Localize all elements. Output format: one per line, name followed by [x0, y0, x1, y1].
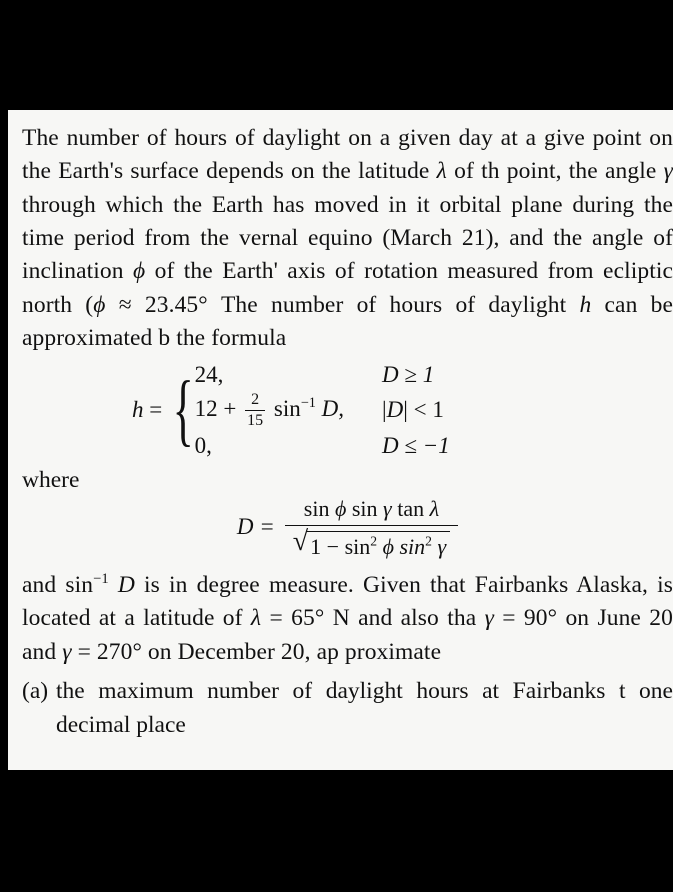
num-sin1: sin: [304, 496, 335, 521]
intro-seg2: of th point, the angle: [447, 158, 664, 184]
num-lambda: λ: [430, 496, 440, 521]
intro-paragraph: The number of hours of daylight on a giv…: [22, 122, 673, 356]
tail-f: = 270° on December 20, ap proximate: [72, 639, 442, 665]
h-var: h: [132, 397, 144, 422]
tail-sp: [109, 572, 118, 598]
equals-sign: =: [144, 397, 163, 422]
tail-lam: λ: [251, 605, 261, 631]
tail-paragraph: and sin−1 D is in degree measure. Given …: [22, 569, 673, 669]
intro-approx: ≈ 23.45°: [106, 292, 208, 318]
num-phi: ϕ: [335, 496, 346, 521]
frac-num: 2: [249, 392, 261, 410]
den-pre: 1 − sin: [310, 534, 370, 559]
formula-h-lhs: h =: [132, 397, 162, 423]
tail-d: = 65° N and also tha: [261, 605, 484, 631]
den-mid: ϕ sin: [377, 534, 425, 559]
num-sin2: sin: [346, 496, 383, 521]
tail-a: and sin: [22, 572, 93, 598]
piecewise-cases: 24, D ≥ 1 12 + 215 sin−1 D, |D||D| < 1 <…: [195, 362, 450, 459]
num-tan: tan: [392, 496, 430, 521]
case2-sin: sin: [268, 395, 301, 420]
D-fraction: sin ϕ sin γ tan λ √ 1 − sin2 ϕ sin2 γ: [285, 496, 458, 560]
den-exp2: 2: [425, 533, 432, 548]
frac-2-15: 215: [245, 392, 265, 429]
case2-pre: 12 +: [195, 395, 242, 420]
den-post: γ: [432, 534, 446, 559]
sym-h: h: [579, 292, 591, 318]
D-numerator: sin ϕ sin γ tan λ: [294, 496, 449, 525]
tail-gam2: γ: [62, 639, 71, 665]
page-panel: The number of hours of daylight on a giv…: [8, 110, 673, 770]
num-gamma: γ: [383, 496, 392, 521]
case3-expr: 0,: [195, 433, 344, 459]
part-a-text: the maximum number of daylight hours at …: [56, 675, 673, 742]
D-lhs: D =: [237, 514, 275, 540]
case2-cond: |D||D| < 1 < 1: [372, 397, 450, 423]
case2-D: D,: [316, 395, 344, 420]
sqrt-icon: √ 1 − sin2 ϕ sin2 γ: [293, 531, 450, 559]
case1-cond: D ≥ 1: [372, 362, 450, 388]
formula-D: D = sin ϕ sin γ tan λ √ 1 − sin2 ϕ sin2 …: [22, 496, 673, 560]
formula-h: h = { 24, D ≥ 1 12 + 215 sin−1 D, |D||D|…: [22, 362, 673, 459]
tail-D: D: [118, 572, 135, 598]
D-denominator: √ 1 − sin2 ϕ sin2 γ: [285, 525, 458, 559]
where-label: where: [22, 467, 673, 494]
sym-phi: ϕ: [133, 258, 145, 284]
tail-exp: −1: [93, 571, 109, 587]
case1-expr: 24,: [195, 362, 344, 388]
radicand: 1 − sin2 ϕ sin2 γ: [306, 531, 450, 559]
case2-exp: −1: [301, 395, 316, 411]
case3-cond: D ≤ −1: [372, 433, 450, 459]
frac-den: 15: [245, 410, 265, 429]
sym-phi2: ϕ: [93, 292, 105, 318]
intro-seg5: The number of hours of daylight: [208, 292, 580, 318]
sym-lambda: λ: [437, 158, 447, 184]
part-a: (a) the maximum number of daylight hours…: [22, 675, 673, 742]
tail-gam1: γ: [485, 605, 494, 631]
sym-gamma: γ: [664, 158, 673, 184]
left-brace-icon: {: [173, 374, 194, 446]
part-a-label: (a): [22, 675, 56, 742]
case2-expr: 12 + 215 sin−1 D,: [195, 392, 344, 429]
